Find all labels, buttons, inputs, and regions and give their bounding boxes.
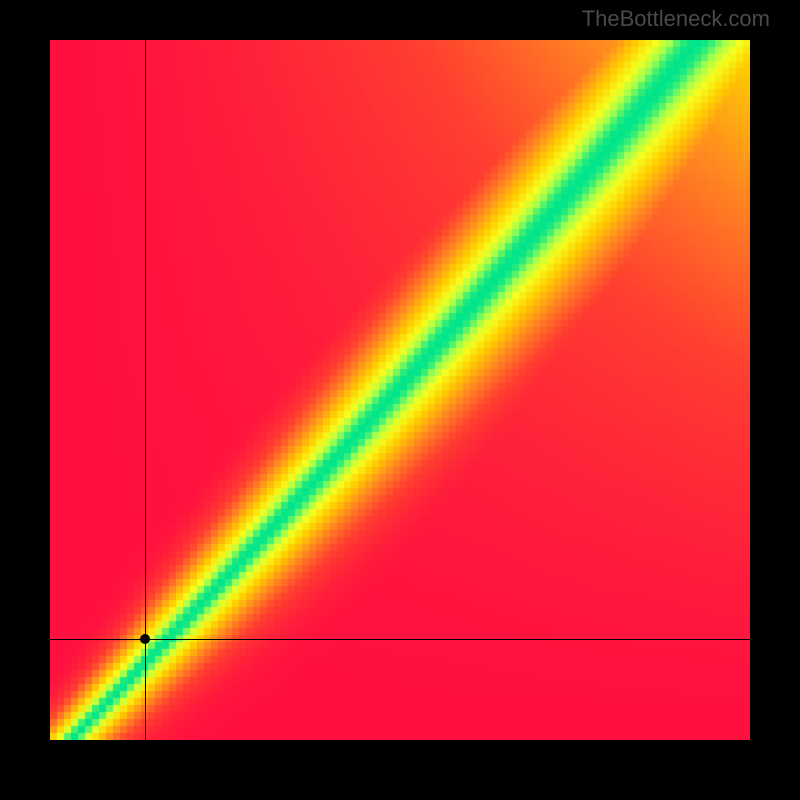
- heatmap-canvas: [50, 40, 750, 740]
- intersection-marker: [140, 634, 150, 644]
- heatmap-plot: [50, 40, 750, 740]
- watermark-text: TheBottleneck.com: [582, 6, 770, 32]
